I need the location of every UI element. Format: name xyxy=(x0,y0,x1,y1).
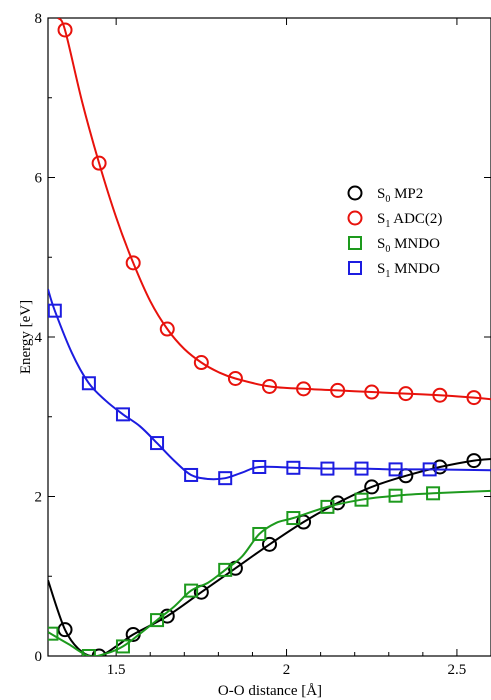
legend-label-subscript: 0 xyxy=(385,244,390,255)
legend-label-main: S xyxy=(377,211,385,227)
x-tick-label: 2 xyxy=(283,662,291,678)
s1-adc2-point xyxy=(296,381,312,397)
s0-mp2-point xyxy=(57,622,73,638)
s0-mndo-point xyxy=(354,492,369,507)
legend-label-subscript: 0 xyxy=(385,194,390,205)
s1-mndo-point xyxy=(184,467,199,482)
s0-mndo-series xyxy=(48,486,491,656)
s0-mp2-point xyxy=(262,536,277,552)
series-layer xyxy=(48,18,491,656)
s0-mndo-point xyxy=(218,562,233,577)
s1-mndo-point xyxy=(286,460,301,475)
y-tick-label: 4 xyxy=(35,330,43,346)
legend-label-main: S xyxy=(377,261,385,277)
y-axis-title: Energy [eV] xyxy=(18,300,34,374)
legend-label: S1 MNDO xyxy=(377,261,440,280)
s1-mndo-line xyxy=(48,288,491,481)
legend-marker xyxy=(348,261,362,275)
s1-adc2-point xyxy=(262,378,277,394)
s0-mp2-point xyxy=(91,648,107,656)
legend-label-rest: MNDO xyxy=(390,261,440,277)
legend-label-rest: MP2 xyxy=(390,186,423,202)
legend-item-s1-adc2: S1 ADC(2) xyxy=(347,210,442,230)
y-tick-label: 0 xyxy=(35,649,43,665)
legend-label-main: S xyxy=(377,236,385,252)
x-axis-title: O-O distance [Å] xyxy=(218,683,322,699)
plot-frame xyxy=(47,17,491,657)
s0-mp2-point xyxy=(432,459,448,475)
s0-mp2-point xyxy=(466,453,482,469)
legend-label-subscript: 1 xyxy=(385,219,390,230)
s0-mp2-line xyxy=(48,458,491,656)
x-tick-label: 1.5 xyxy=(107,662,126,678)
s1-adc2-point xyxy=(91,155,107,171)
y-tick-label: 6 xyxy=(35,171,43,187)
s0-mndo-point xyxy=(81,649,96,656)
s1-mndo-point xyxy=(422,462,437,477)
s1-adc2-series xyxy=(57,18,491,406)
s1-adc2-point xyxy=(432,387,448,403)
s1-adc2-point xyxy=(330,382,346,398)
s0-mndo-point xyxy=(320,499,335,514)
s0-mp2-point xyxy=(364,479,380,495)
s0-mndo-point xyxy=(426,486,441,501)
s1-mndo-point xyxy=(218,471,233,486)
legend-label: S0 MNDO xyxy=(377,236,440,255)
legend-label-rest: ADC(2) xyxy=(390,211,442,227)
legend-item-s1-mndo: S1 MNDO xyxy=(348,261,440,280)
s1-adc2-point xyxy=(364,384,380,400)
legend-item-s0-mndo: S0 MNDO xyxy=(348,236,440,255)
y-tick-label: 2 xyxy=(35,490,43,506)
y-tick-label: 8 xyxy=(35,11,43,27)
legend-label-rest: MNDO xyxy=(390,236,440,252)
s0-mp2-series xyxy=(48,453,491,656)
s1-adc2-point xyxy=(227,370,243,386)
s1-mndo-point xyxy=(48,303,62,318)
s0-mndo-point xyxy=(286,511,301,526)
x-tick-label: 2.5 xyxy=(448,662,467,678)
s1-adc2-point xyxy=(466,390,482,406)
s1-mndo-point xyxy=(81,376,96,391)
s0-mndo-point xyxy=(388,488,403,503)
s1-mndo-point xyxy=(388,462,403,477)
s1-mndo-point xyxy=(320,461,335,476)
s1-adc2-point xyxy=(193,355,209,371)
s1-mndo-point xyxy=(252,459,267,474)
s0-mndo-line xyxy=(48,489,491,656)
s1-mndo-point xyxy=(150,436,165,451)
s1-mndo-series xyxy=(48,288,491,486)
s1-adc2-point xyxy=(57,22,73,38)
s0-mndo-point xyxy=(252,526,267,541)
s0-mndo-point xyxy=(150,613,165,628)
legend-marker xyxy=(347,210,363,226)
s1-adc2-point xyxy=(125,255,141,271)
s0-mndo-point xyxy=(184,583,199,598)
s1-adc2-point xyxy=(398,386,414,402)
axis-ticks: 1.5 2 2.5 0 2 4 6 8 xyxy=(35,11,491,678)
s0-mndo-point xyxy=(48,626,59,641)
legend-marker xyxy=(348,236,362,250)
s0-mndo-point xyxy=(115,639,130,654)
legend-label-main: S xyxy=(377,186,385,202)
s1-mndo-point xyxy=(115,407,130,422)
legend-item-s0-mp2: S0 MP2 xyxy=(347,185,423,205)
legend-marker xyxy=(347,185,363,201)
s1-mndo-point xyxy=(354,461,369,476)
s1-adc2-line xyxy=(57,18,491,401)
legend-label: S1 ADC(2) xyxy=(377,211,442,230)
s1-adc2-point xyxy=(159,321,175,337)
legend-label-subscript: 1 xyxy=(385,269,390,280)
legend-label: S0 MP2 xyxy=(377,186,423,205)
